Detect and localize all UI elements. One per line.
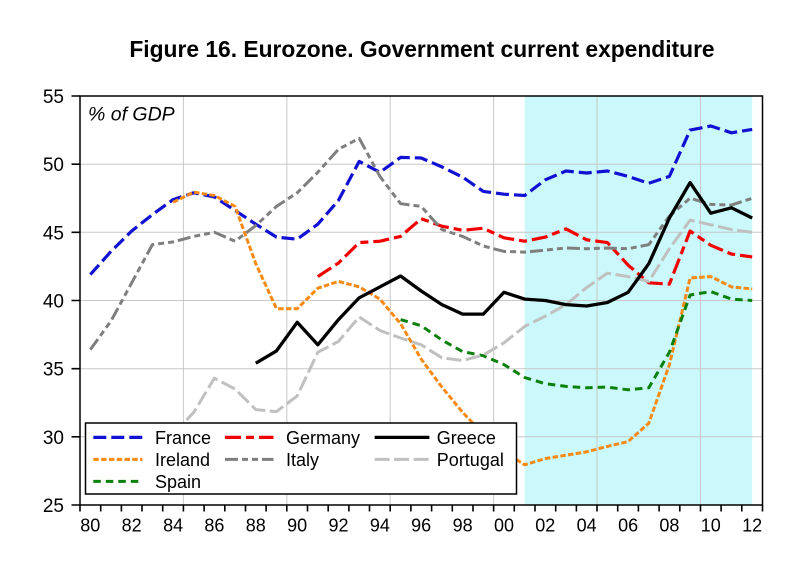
- svg-text:Germany: Germany: [286, 428, 360, 448]
- svg-text:92: 92: [328, 516, 348, 536]
- svg-text:55: 55: [43, 87, 64, 108]
- svg-text:% of GDP: % of GDP: [88, 104, 175, 126]
- svg-text:02: 02: [535, 516, 555, 536]
- svg-text:90: 90: [287, 516, 307, 536]
- svg-text:50: 50: [43, 155, 64, 176]
- svg-text:France: France: [155, 428, 211, 448]
- svg-text:00: 00: [494, 516, 514, 536]
- svg-text:Portugal: Portugal: [437, 450, 504, 470]
- svg-text:Italy: Italy: [286, 450, 319, 470]
- svg-text:96: 96: [411, 516, 431, 536]
- svg-text:Greece: Greece: [437, 428, 496, 448]
- svg-text:86: 86: [204, 516, 224, 536]
- svg-text:94: 94: [370, 516, 390, 536]
- svg-text:06: 06: [618, 516, 638, 536]
- svg-text:40: 40: [43, 292, 64, 313]
- svg-text:10: 10: [701, 516, 721, 536]
- svg-text:25: 25: [43, 496, 64, 517]
- svg-text:Spain: Spain: [155, 472, 201, 492]
- svg-text:84: 84: [163, 516, 183, 536]
- svg-text:35: 35: [43, 360, 64, 381]
- svg-text:Ireland: Ireland: [155, 450, 210, 470]
- svg-text:04: 04: [577, 516, 597, 536]
- svg-text:30: 30: [43, 428, 64, 449]
- svg-text:Figure 16. Eurozone. Governmen: Figure 16. Eurozone. Government current …: [129, 36, 714, 62]
- svg-text:45: 45: [43, 223, 64, 244]
- svg-text:12: 12: [742, 516, 762, 536]
- svg-text:88: 88: [246, 516, 266, 536]
- svg-text:82: 82: [122, 516, 142, 536]
- svg-text:80: 80: [80, 516, 100, 536]
- svg-text:98: 98: [453, 516, 473, 536]
- svg-text:08: 08: [659, 516, 679, 536]
